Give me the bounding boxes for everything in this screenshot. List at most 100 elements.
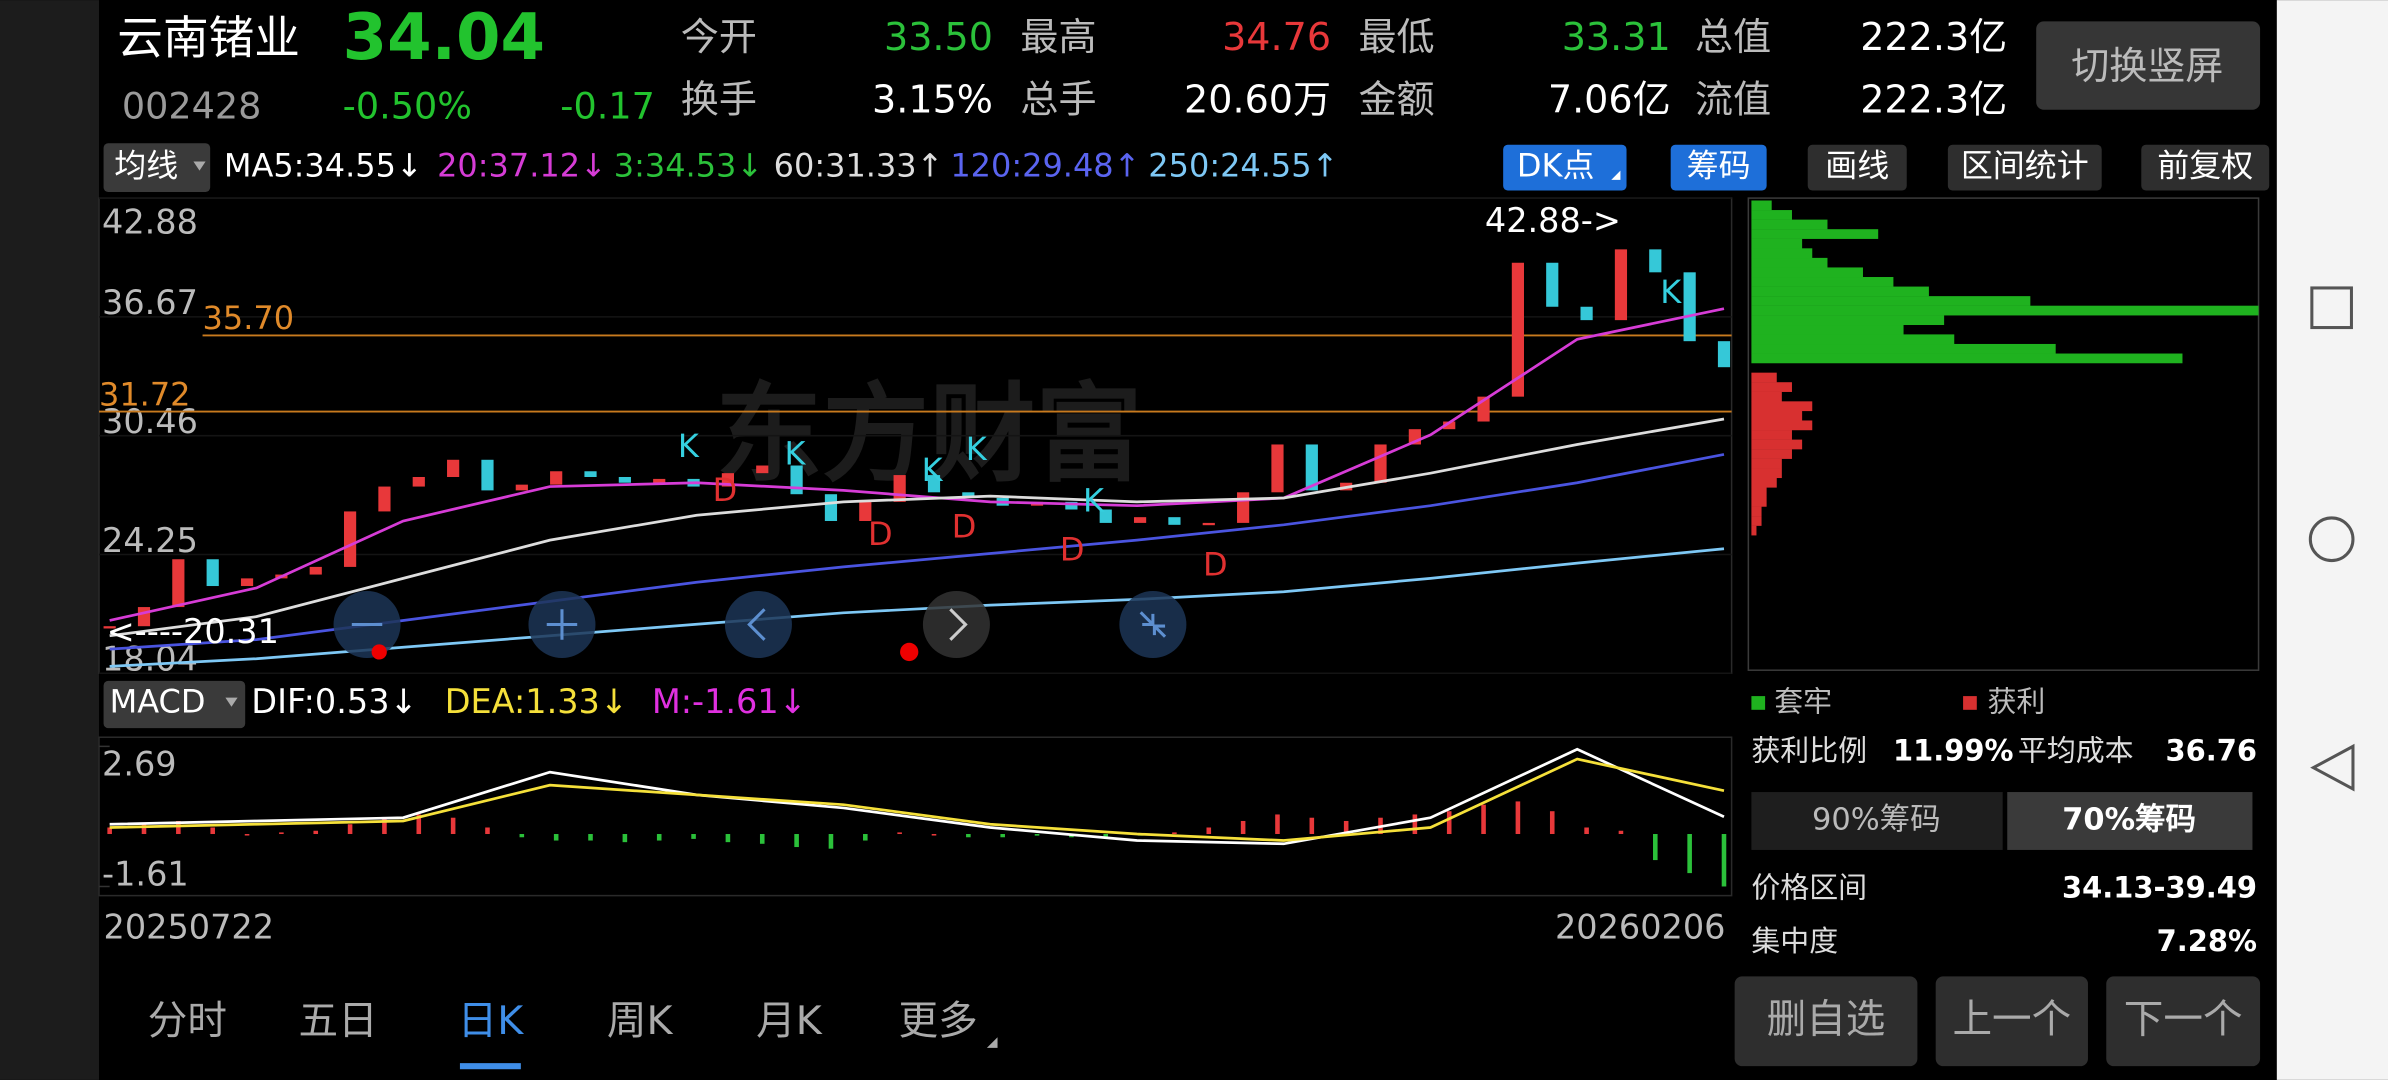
candle [584, 471, 597, 477]
chip-bar [1751, 248, 1813, 259]
chip-bar [1751, 468, 1782, 479]
candle [1580, 306, 1593, 321]
chip-bar [1751, 200, 1772, 211]
chip-tab[interactable] [1751, 792, 2003, 850]
candle [1717, 341, 1731, 368]
toolbar-button[interactable] [1670, 144, 1767, 191]
stat-label: 流值 [1695, 78, 1771, 122]
signal-marker: K [1660, 273, 1682, 311]
chip-bar [1751, 324, 1904, 335]
period-tab[interactable]: 五日 [299, 998, 378, 1044]
macd-bar [1000, 834, 1005, 838]
action-button[interactable] [1935, 976, 2088, 1067]
end-date: 20260206 [1555, 908, 1726, 947]
toolbar-button[interactable] [1503, 144, 1627, 191]
candle [824, 494, 838, 521]
macd-menu-label: MACD [110, 683, 206, 721]
macd-bar [1309, 817, 1315, 835]
chip-bar [1751, 382, 1792, 392]
toolbar-button[interactable] [1947, 144, 2102, 191]
chip-bar [1751, 267, 1863, 278]
candle [1065, 501, 1078, 510]
candle [240, 578, 254, 587]
chip-bar [1751, 372, 1777, 383]
period-tab[interactable]: 月K [756, 998, 823, 1044]
macd-bar [1172, 832, 1177, 835]
macd-label: DEA:1.33↓ [445, 682, 628, 721]
more-arrow [986, 1037, 998, 1048]
signal-marker: K [678, 427, 700, 465]
period-tab[interactable]: 更多 [899, 998, 978, 1044]
candle [893, 475, 906, 502]
candle [1202, 522, 1215, 526]
macd-bar [1549, 811, 1555, 835]
macd-bar [210, 827, 215, 835]
macd-bar [1103, 834, 1109, 838]
candle [927, 475, 941, 493]
macd-bar [1721, 834, 1727, 887]
stock-price: 34.04 [343, 1, 545, 75]
chip-frame [1747, 197, 2260, 671]
toolbar-button-label: 区间统计 [1961, 147, 2089, 185]
macd-bar [1446, 811, 1452, 835]
macd-menu[interactable] [103, 680, 246, 729]
recent-apps-button[interactable] [2310, 286, 2353, 330]
stat-value: 33.31 [1562, 15, 1671, 59]
macd-bar [141, 824, 147, 835]
macd-bar [313, 830, 319, 835]
period-tab[interactable]: 日K [458, 998, 525, 1044]
signal-marker: D [868, 515, 893, 553]
home-button[interactable] [2308, 516, 2355, 563]
stock-name: 云南锗业 [117, 12, 300, 65]
toolbar-button-label: 画线 [1825, 147, 1889, 185]
period-tab[interactable]: 分时 [148, 998, 227, 1044]
candle [172, 559, 185, 608]
macd-bar [794, 834, 799, 848]
macd-frame [98, 736, 1733, 897]
candle [1511, 262, 1524, 397]
signal-marker: D [952, 508, 977, 546]
chip-bar [1751, 420, 1813, 431]
macd-bar [347, 824, 353, 835]
candle [653, 478, 666, 483]
candle [1374, 444, 1387, 483]
chart-nav-icon [949, 608, 968, 641]
candle [1614, 249, 1628, 321]
macd-bar [485, 827, 490, 835]
action-button[interactable] [2106, 976, 2261, 1067]
chip-bar [1751, 219, 1828, 230]
chip-tab[interactable] [2007, 792, 2253, 850]
toolbar-button[interactable] [2141, 144, 2270, 191]
signal-marker: K [1083, 482, 1105, 520]
action-button[interactable] [1734, 976, 1918, 1067]
macd-label: M:-1.61↓ [652, 682, 807, 721]
stat-label: 换手 [681, 78, 757, 122]
ma-label: 250:24.55↑ [1148, 147, 1338, 185]
chip-value: 34.13-39.49 [2062, 871, 2257, 905]
price-level-label: 35.70 [203, 299, 295, 337]
chip-label: 价格区间 [1751, 871, 1867, 905]
macd-bar [656, 834, 662, 841]
macd-bar [1240, 820, 1246, 835]
macd-bar [966, 834, 971, 838]
back-button[interactable] [2310, 743, 2355, 792]
chip-label: 集中度 [1751, 924, 1838, 958]
candle [1305, 444, 1318, 491]
chart-nav-button[interactable] [922, 591, 990, 659]
stat-label: 金额 [1358, 78, 1434, 122]
orientation-button[interactable] [2036, 21, 2261, 110]
y-tick-label: -1.61 [102, 854, 189, 893]
chip-bar [1751, 506, 1762, 517]
macd-bar [1687, 834, 1692, 874]
chart-nav-button[interactable] [724, 591, 792, 659]
ma-menu[interactable] [103, 143, 211, 193]
chip-bar [1751, 277, 1894, 287]
period-tab[interactable]: 周K [607, 998, 674, 1044]
chip-bar [1751, 496, 1767, 507]
price-level-label: 31.72 [99, 375, 191, 413]
chart-nav-icon [546, 609, 578, 640]
candle [962, 492, 975, 499]
candle [515, 484, 528, 491]
toolbar-button[interactable] [1807, 144, 1907, 191]
